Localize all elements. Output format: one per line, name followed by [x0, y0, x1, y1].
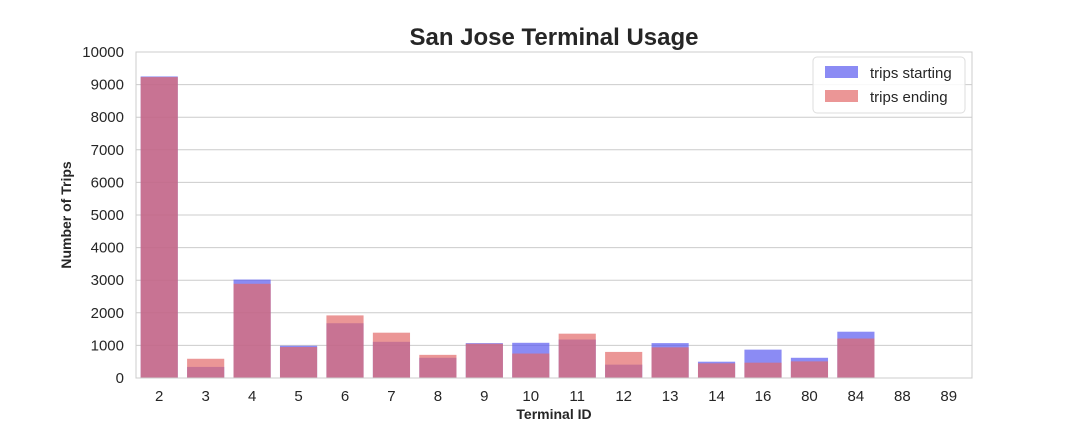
bar-trips-ending — [558, 333, 596, 378]
bar-trips-ending — [419, 354, 457, 378]
legend-swatch-trips-starting — [825, 66, 858, 78]
bar-trips-ending — [651, 347, 689, 378]
x-tick-label: 13 — [662, 388, 679, 405]
plot-frame — [135, 51, 973, 379]
x-tick-label: 2 — [155, 388, 163, 405]
x-tick-label: 7 — [387, 388, 395, 405]
x-axis-label: Terminal ID — [516, 406, 591, 422]
y-tick-label: 3000 — [91, 272, 124, 289]
x-tick-label: 8 — [434, 388, 442, 405]
legend: trips starting trips ending — [812, 56, 966, 114]
legend-label-trips-ending: trips ending — [870, 89, 948, 106]
x-tick-label: 3 — [201, 388, 209, 405]
y-tick-label: 2000 — [91, 305, 124, 322]
y-tick-label: 4000 — [91, 240, 124, 257]
y-tick-label: 6000 — [91, 174, 124, 191]
bar-trips-ending — [512, 353, 550, 378]
x-tick-label: 9 — [480, 388, 488, 405]
x-tick-label: 10 — [522, 388, 539, 405]
bar-trips-ending — [279, 347, 318, 378]
bar-trips-ending — [744, 362, 782, 378]
x-tick-label: 12 — [615, 388, 632, 405]
bar-trips-ending — [326, 315, 364, 378]
y-tick-label: 10000 — [82, 44, 124, 61]
legend-swatch-trips-ending — [825, 90, 858, 102]
x-tick-label: 4 — [248, 388, 256, 405]
x-tick-label: 5 — [294, 388, 302, 405]
bar-trips-ending — [140, 77, 178, 379]
x-tick-label: 14 — [708, 388, 725, 405]
bar-trips-ending — [837, 338, 875, 378]
x-tick-label: 84 — [848, 388, 865, 405]
bar-trips-ending — [187, 358, 225, 378]
y-tick-label: 0 — [116, 370, 124, 387]
y-tick-label: 8000 — [91, 109, 124, 126]
series-trips-ending — [140, 77, 875, 379]
y-tick-label: 9000 — [91, 77, 124, 94]
chart-title: San Jose Terminal Usage — [409, 24, 698, 51]
y-tick-label: 1000 — [91, 337, 124, 354]
y-tick-label: 5000 — [91, 207, 124, 224]
x-tick-labels: 2 3 4 5 6 7 8 9 10 11 12 13 14 16 80 84 88 89 — [155, 388, 957, 405]
x-tick-label: 89 — [940, 388, 957, 405]
bar-trips-ending — [465, 343, 503, 378]
bar-trips-ending — [605, 351, 643, 378]
x-tick-label: 11 — [569, 388, 585, 405]
x-tick-label: 16 — [755, 388, 772, 405]
x-tick-label: 88 — [894, 388, 911, 405]
bar-trips-ending — [372, 332, 411, 378]
y-tick-labels: 0 1000 2000 3000 4000 5000 6000 7000 8000 9000 100… — [82, 44, 124, 387]
bar-trips-ending — [697, 363, 736, 378]
y-tick-label: 7000 — [91, 142, 124, 159]
x-tick-label: 80 — [801, 388, 818, 405]
bar-trips-ending — [233, 283, 271, 378]
y-axis-label: Number of Trips — [58, 161, 74, 269]
legend-label-trips-starting: trips starting — [870, 65, 952, 82]
bar-trips-ending — [790, 361, 829, 378]
x-tick-label: 6 — [341, 388, 349, 405]
